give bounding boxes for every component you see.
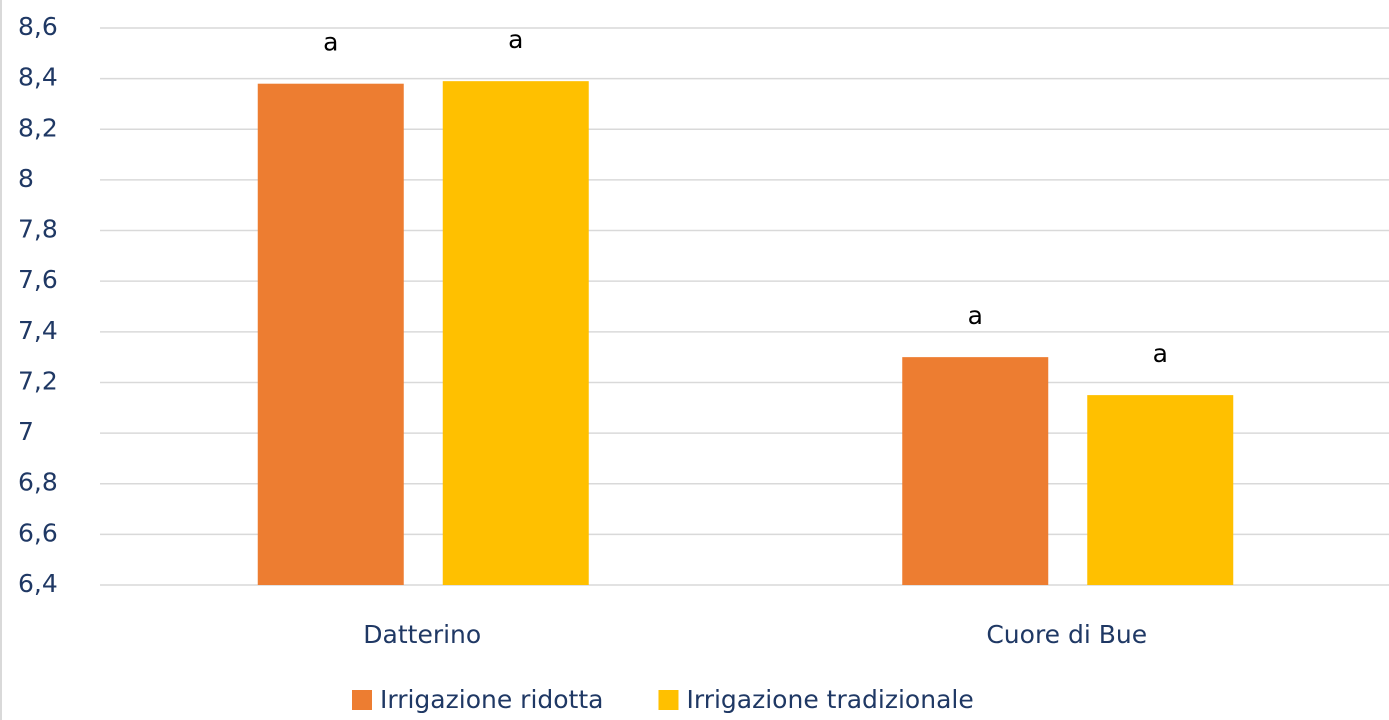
x-tick-label: Cuore di Bue bbox=[986, 620, 1147, 649]
bar bbox=[902, 357, 1049, 585]
y-tick-label: 6,4 bbox=[18, 569, 58, 598]
y-tick-label: 7,8 bbox=[18, 215, 58, 244]
data-label: a bbox=[508, 25, 523, 54]
y-tick-label: 8,6 bbox=[18, 12, 58, 41]
y-tick-label: 7,4 bbox=[18, 316, 58, 345]
y-tick-label: 6,8 bbox=[18, 468, 58, 497]
bar bbox=[1087, 395, 1234, 585]
bar bbox=[442, 81, 589, 585]
legend-swatch bbox=[352, 690, 372, 710]
y-tick-label: 8,2 bbox=[18, 113, 58, 142]
data-label: a bbox=[323, 28, 338, 57]
legend-label: Irrigazione tradizionale bbox=[686, 685, 973, 714]
data-label: a bbox=[1153, 339, 1168, 368]
x-tick-label: Datterino bbox=[363, 620, 481, 649]
y-tick-label: 7,6 bbox=[18, 265, 58, 294]
y-tick-label: 7 bbox=[18, 417, 34, 446]
y-tick-label: 8 bbox=[18, 164, 34, 193]
y-tick-label: 6,6 bbox=[18, 518, 58, 547]
y-tick-label: 7,2 bbox=[18, 366, 58, 395]
y-tick-label: 8,4 bbox=[18, 63, 58, 92]
bar bbox=[257, 83, 404, 585]
data-label: a bbox=[968, 301, 983, 330]
legend-label: Irrigazione ridotta bbox=[380, 685, 603, 714]
legend-swatch bbox=[658, 690, 679, 710]
